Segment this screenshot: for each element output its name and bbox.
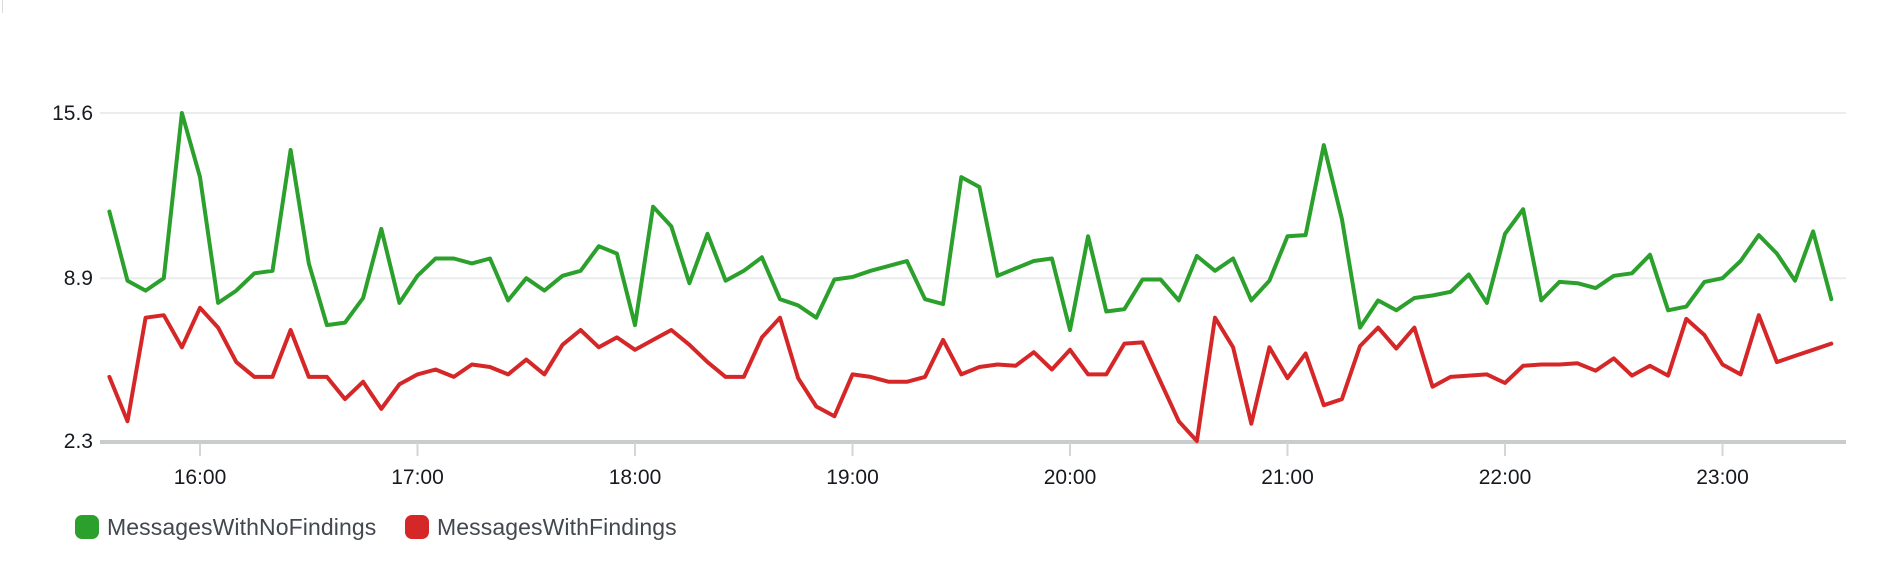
x-tick-label: 17:00 <box>391 466 444 489</box>
series-line-messageswithnofindings[interactable] <box>107 111 1834 332</box>
x-tick-mark <box>199 443 201 456</box>
x-tick-mark <box>1721 443 1724 456</box>
y-tick-label: 2.3 <box>64 430 93 453</box>
axis-layer <box>100 440 1846 456</box>
x-tick-label: 16:00 <box>174 466 227 489</box>
x-tick-label: 18:00 <box>609 466 662 489</box>
legend-swatch-red-icon <box>405 515 429 539</box>
x-tick-mark <box>634 443 636 456</box>
legend-item-messages-with-no-findings[interactable]: MessagesWithNoFindings <box>75 513 376 541</box>
x-tick-label: 22:00 <box>1479 466 1532 489</box>
x-tick-label: 23:00 <box>1696 466 1749 489</box>
x-tick-mark <box>416 443 419 456</box>
y-tick-label: 8.9 <box>64 267 93 290</box>
x-tick-mark <box>851 443 854 456</box>
legend-label: MessagesWithFindings <box>437 513 677 540</box>
x-axis-line <box>100 440 1846 444</box>
legend-label: MessagesWithNoFindings <box>107 513 377 540</box>
x-tick-mark <box>1286 443 1289 456</box>
y-tick-label: 15.6 <box>52 102 93 125</box>
cropped-panel-border <box>2 0 3 13</box>
x-tick-label: 19:00 <box>826 466 879 489</box>
x-tick-mark <box>1504 443 1506 456</box>
legend-swatch-green-icon <box>75 515 99 539</box>
axis-label-layer: 16:00 17:00 18:00 19:00 20:00 21:00 22:00 23:00… <box>52 102 1749 489</box>
series-layer <box>107 111 1834 443</box>
chart-legend: MessagesWithNoFindings MessagesWithFindi… <box>0 513 1896 543</box>
x-tick-label: 20:00 <box>1044 466 1097 489</box>
x-tick-label: 21:00 <box>1261 466 1314 489</box>
x-tick-mark <box>1069 443 1071 456</box>
grid-layer <box>100 112 1846 280</box>
series-line-messageswithfindings[interactable] <box>107 305 1834 443</box>
legend-item-messages-with-findings[interactable]: MessagesWithFindings <box>405 513 677 541</box>
